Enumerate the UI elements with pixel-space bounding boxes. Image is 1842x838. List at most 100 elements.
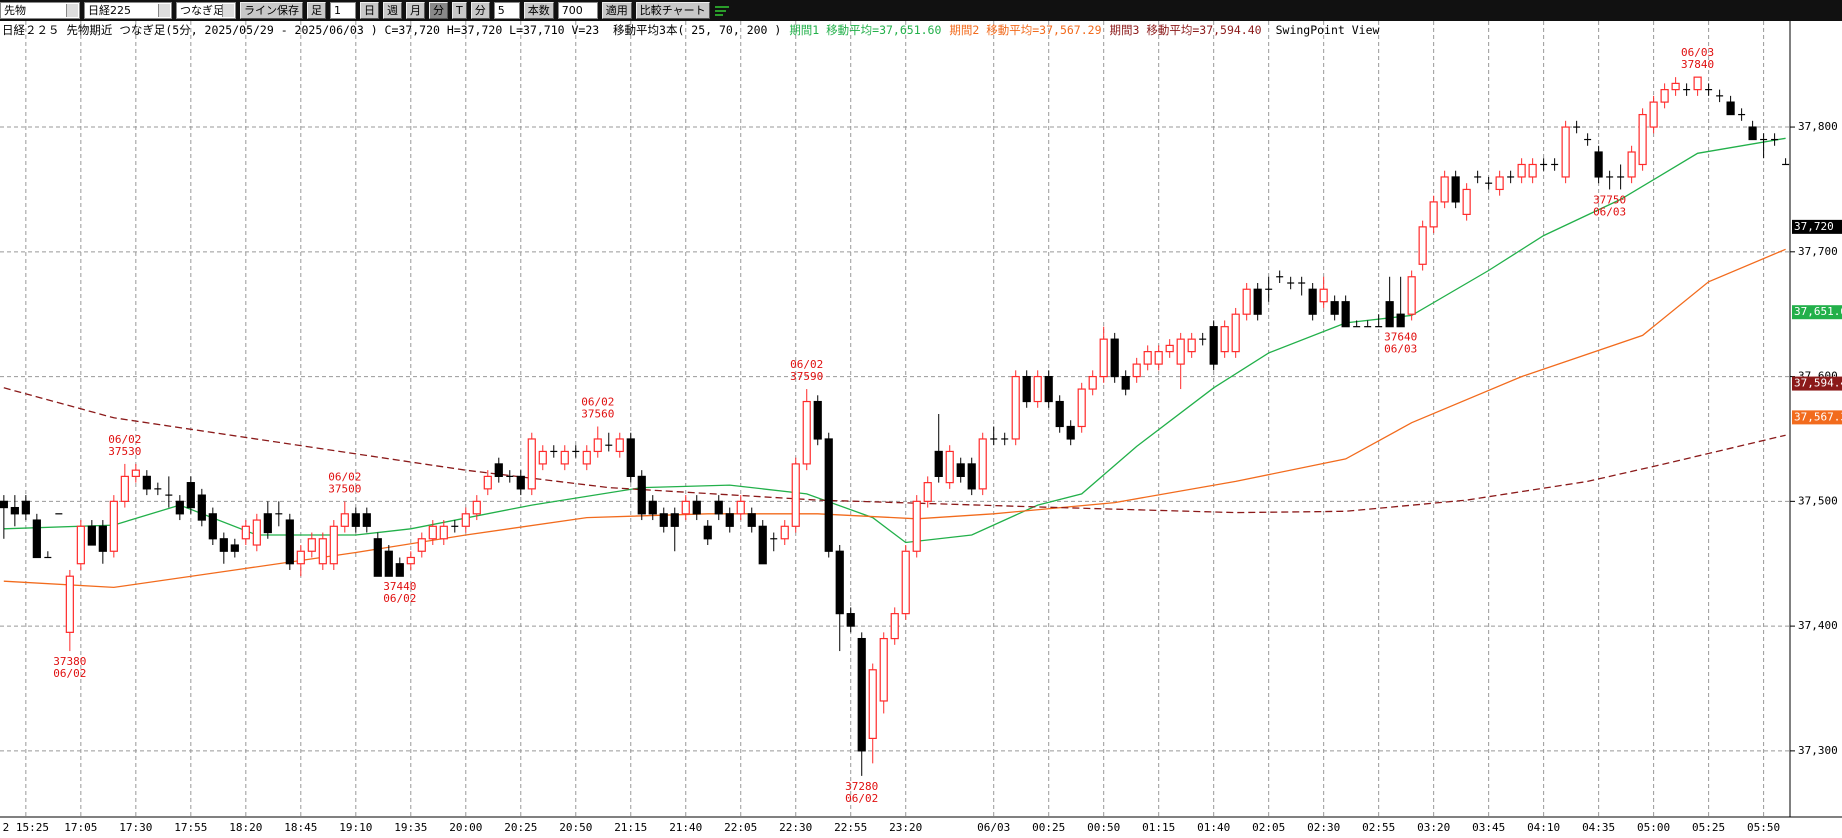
swing-date: 06/02 bbox=[383, 592, 416, 605]
candle-body bbox=[582, 450, 591, 465]
candle-body bbox=[263, 513, 272, 534]
symbol-select[interactable]: 日経225 bbox=[84, 2, 172, 19]
candle-body bbox=[406, 556, 415, 565]
candle-body bbox=[1308, 288, 1317, 315]
candle-body bbox=[21, 500, 30, 515]
market-select[interactable]: 先物 bbox=[0, 2, 80, 19]
compare-button[interactable]: 比較チャート bbox=[635, 2, 710, 19]
period-button[interactable]: 月 bbox=[406, 2, 425, 19]
period-button[interactable]: 日 bbox=[360, 2, 379, 19]
candle-body bbox=[1088, 375, 1097, 390]
candle-body bbox=[1209, 326, 1218, 365]
candle-body bbox=[1242, 288, 1251, 315]
y-tick-label: 37,500 bbox=[1798, 494, 1838, 507]
candle-body bbox=[1341, 301, 1350, 328]
candle-body bbox=[747, 513, 756, 527]
period-button[interactable]: 週 bbox=[383, 2, 402, 19]
candle-body bbox=[1407, 276, 1416, 315]
x-tick-label: 02:30 bbox=[1307, 821, 1340, 834]
candle-body bbox=[868, 669, 877, 739]
x-tick-label: 20:25 bbox=[504, 821, 537, 834]
x-tick-label: 05:25 bbox=[1692, 821, 1725, 834]
candle-body bbox=[879, 637, 888, 702]
candle-body bbox=[494, 463, 503, 477]
candle-body bbox=[527, 438, 536, 490]
x-tick-label: 18:20 bbox=[229, 821, 262, 834]
candle-body bbox=[1154, 351, 1163, 365]
candle-body bbox=[1176, 338, 1185, 365]
x-tick-label: 19:35 bbox=[394, 821, 427, 834]
x-tick-label: 03:45 bbox=[1472, 821, 1505, 834]
candle-body bbox=[912, 500, 921, 552]
swing-price: 37280 bbox=[845, 780, 878, 793]
swing-price: 37440 bbox=[383, 580, 416, 593]
last-price-label: 37,720 bbox=[1794, 220, 1834, 233]
candle-body bbox=[1396, 313, 1405, 328]
candle-body bbox=[76, 525, 85, 565]
candle-body bbox=[802, 400, 811, 465]
ma-line bbox=[3, 248, 1786, 589]
candle-body bbox=[923, 482, 932, 502]
swing-price: 37560 bbox=[581, 407, 614, 420]
swing-date: 06/03 bbox=[1384, 343, 1417, 356]
ma-value-label: 37,567.3 bbox=[1794, 410, 1842, 423]
candle-body bbox=[725, 513, 734, 527]
ma-value-box bbox=[1792, 305, 1842, 320]
candle-body bbox=[670, 513, 679, 527]
x-tick-label: 02:05 bbox=[1252, 821, 1285, 834]
ma-label: 期間1 移動平均=37,651.60 bbox=[789, 23, 942, 37]
candle-body bbox=[109, 500, 118, 552]
ma-value-box bbox=[1792, 410, 1842, 425]
x-tick-label: 17:05 bbox=[64, 821, 97, 834]
candle-body bbox=[1132, 363, 1141, 378]
candle-body bbox=[1594, 151, 1603, 178]
candle-body bbox=[857, 637, 866, 752]
candle-body bbox=[1385, 301, 1394, 328]
candle-body bbox=[230, 544, 239, 552]
x-tick-label: 20:50 bbox=[559, 821, 592, 834]
chain-select[interactable]: つなぎ足 bbox=[176, 2, 236, 19]
candle-body bbox=[736, 500, 745, 515]
count-input[interactable]: 700 bbox=[557, 2, 598, 19]
swing-price: 37530 bbox=[108, 445, 141, 458]
candle-body bbox=[1231, 313, 1240, 353]
candle-body bbox=[1462, 188, 1471, 215]
x-tick-label: 22:05 bbox=[724, 821, 757, 834]
candle-body bbox=[417, 538, 426, 552]
save-button[interactable]: ライン保存 bbox=[240, 2, 303, 19]
candle-body bbox=[439, 525, 448, 540]
swing-date: 06/02 bbox=[108, 433, 141, 446]
candle-body bbox=[1495, 176, 1504, 191]
candle-body bbox=[714, 500, 723, 515]
candle-body bbox=[120, 475, 129, 502]
swing-price: 37380 bbox=[53, 655, 86, 668]
period-button[interactable]: 分 bbox=[429, 2, 448, 19]
bar-step-input[interactable]: 1 bbox=[330, 2, 356, 19]
swing-price: 37750 bbox=[1593, 193, 1626, 206]
swing-price: 37640 bbox=[1384, 331, 1417, 344]
candle-body bbox=[1451, 176, 1460, 203]
swing-price: 37840 bbox=[1681, 58, 1714, 71]
period-button[interactable]: T bbox=[452, 2, 467, 19]
menu-icon[interactable] bbox=[714, 4, 730, 18]
candle-body bbox=[0, 500, 8, 509]
x-tick-label: 17:30 bbox=[119, 821, 152, 834]
candle-body bbox=[384, 550, 393, 577]
candle-body bbox=[219, 538, 228, 552]
y-tick-label: 37,300 bbox=[1798, 744, 1838, 757]
candle-body bbox=[131, 469, 140, 477]
candle-body bbox=[1561, 126, 1570, 178]
candle-body bbox=[1330, 301, 1339, 315]
candle-body bbox=[296, 550, 305, 565]
apply-button[interactable]: 適用 bbox=[601, 2, 632, 19]
candle-body bbox=[1528, 163, 1537, 178]
candle-body bbox=[373, 538, 382, 577]
candle-body bbox=[1429, 201, 1438, 228]
bar-label: 足 bbox=[307, 2, 326, 19]
x-tick-label: 17:55 bbox=[174, 821, 207, 834]
ma-label: 期間2 移動平均=37,567.29 bbox=[949, 23, 1102, 37]
ma-line bbox=[3, 137, 1786, 544]
minutes-input[interactable]: 5 bbox=[493, 2, 520, 19]
candle-body bbox=[681, 500, 690, 515]
